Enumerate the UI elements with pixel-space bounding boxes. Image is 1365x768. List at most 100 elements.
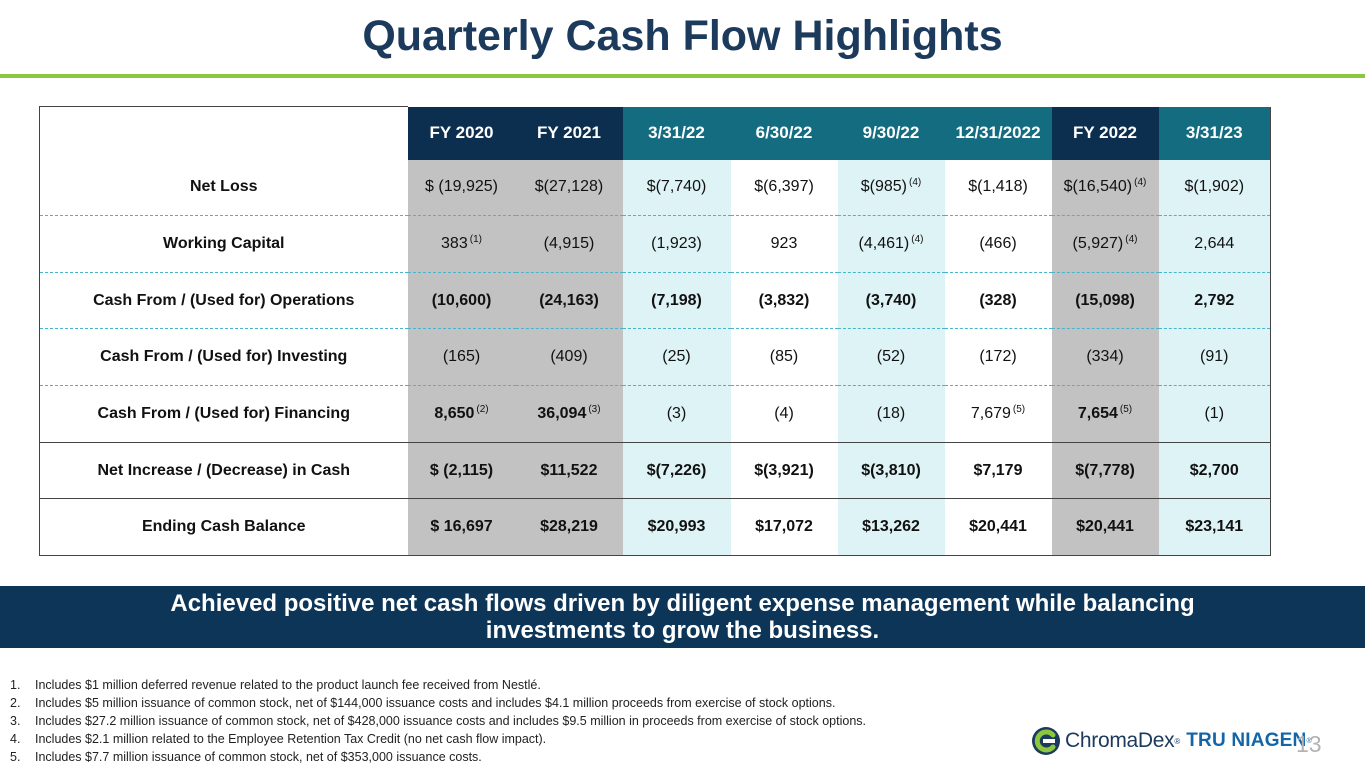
table-cell: (466) bbox=[944, 215, 1052, 273]
table-cell: 2,792 bbox=[1158, 272, 1271, 329]
table-cell: (172) bbox=[944, 328, 1052, 386]
table-cell: $(3,810) bbox=[837, 442, 945, 499]
table-cell: $(27,128) bbox=[515, 159, 623, 216]
cell-value: 8,650 bbox=[434, 405, 475, 422]
cell-value: $ (19,925) bbox=[425, 178, 498, 196]
cell-value: (7,198) bbox=[651, 291, 702, 309]
table-cell: (18) bbox=[837, 385, 945, 443]
registered-mark: ® bbox=[1306, 737, 1312, 745]
cell-value: (25) bbox=[662, 348, 691, 365]
table-cell: (25) bbox=[622, 328, 731, 386]
table-cell: $(6,397) bbox=[730, 159, 838, 216]
table-cell: (4,461) (4) bbox=[837, 215, 945, 273]
logo-brand-tru-niagen: TRU NIAGEN bbox=[1186, 730, 1307, 751]
table-cell: $ (2,115) bbox=[407, 442, 516, 499]
footnote-ref: (1) bbox=[469, 234, 482, 245]
row-label: Cash From / (Used for) Investing bbox=[39, 328, 408, 386]
table-row: Ending Cash Balance $ 16,697 $28,219 $20,99… bbox=[39, 498, 1271, 556]
col-header: FY 2021 bbox=[515, 106, 623, 160]
summary-banner: Achieved positive net cash flows driven … bbox=[0, 586, 1365, 648]
cell-value: 36,094 bbox=[537, 405, 587, 422]
footnote: 2. Includes $5 million issuance of common… bbox=[10, 694, 866, 712]
footnote-number: 5. bbox=[10, 750, 21, 764]
table-cell: $11,522 bbox=[515, 442, 623, 499]
col-header: 6/30/22 bbox=[730, 106, 838, 160]
cell-value: $20,441 bbox=[969, 518, 1027, 535]
cell-value: $17,072 bbox=[755, 518, 813, 535]
cell-value: (52) bbox=[876, 348, 906, 365]
table-cell: $17,072 bbox=[730, 498, 838, 556]
cell-value: $(1,902) bbox=[1184, 178, 1245, 196]
footnote-ref: (4) bbox=[911, 234, 924, 245]
footnote-text: Includes $1 million deferred revenue rel… bbox=[35, 678, 541, 692]
footnote-number: 4. bbox=[10, 732, 21, 746]
table-cell: (165) bbox=[407, 328, 516, 386]
cell-value: (172) bbox=[979, 348, 1017, 365]
row-label: Net Increase / (Decrease) in Cash bbox=[39, 442, 408, 499]
cell-value: 7,679 bbox=[970, 405, 1011, 422]
cell-value: $ 16,697 bbox=[430, 518, 493, 535]
table-cell: (5,927) (4) bbox=[1051, 215, 1159, 273]
title-divider bbox=[0, 74, 1365, 78]
cell-value: (1,923) bbox=[651, 235, 702, 252]
table-cell: $(7,740) bbox=[622, 159, 731, 216]
row-label: Ending Cash Balance bbox=[39, 498, 408, 556]
unit-label: (in thousands) bbox=[39, 106, 408, 160]
chromadex-mark-icon bbox=[1032, 727, 1060, 755]
cell-value: $(7,740) bbox=[646, 178, 707, 196]
footnote-ref: (4) bbox=[909, 177, 922, 189]
cell-value: $(27,128) bbox=[534, 178, 604, 196]
cell-value: $(7,778) bbox=[1075, 461, 1135, 479]
table-cell: (334) bbox=[1051, 328, 1159, 386]
table-cell: $20,993 bbox=[622, 498, 731, 556]
footnote: 5. Includes $7.7 million issuance of comm… bbox=[10, 748, 866, 766]
col-header: 9/30/22 bbox=[837, 106, 945, 160]
table-cell: $(1,902) bbox=[1158, 159, 1271, 216]
cell-value: (4) bbox=[774, 405, 794, 422]
table-cell: (3) bbox=[622, 385, 731, 443]
header-row: (in thousands) FY 2020 FY 2021 3/31/22 6… bbox=[39, 106, 1271, 160]
cell-value: (334) bbox=[1086, 348, 1124, 365]
cell-value: 2,644 bbox=[1194, 235, 1235, 252]
cash-flow-table: (in thousands) FY 2020 FY 2021 3/31/22 6… bbox=[39, 106, 1271, 556]
table-cell: $(7,226) bbox=[622, 442, 731, 499]
table-cell: (91) bbox=[1158, 328, 1271, 386]
table-cell: 36,094 (3) bbox=[515, 385, 623, 443]
table-cell: (7,198) bbox=[622, 272, 731, 329]
col-header: FY 2022 bbox=[1051, 106, 1159, 160]
cell-value: (328) bbox=[979, 291, 1017, 309]
cell-value: $28,219 bbox=[540, 518, 598, 535]
banner-line: Achieved positive net cash flows driven … bbox=[170, 590, 1195, 617]
table-cell: 2,644 bbox=[1158, 215, 1271, 273]
table-cell: $13,262 bbox=[837, 498, 945, 556]
table-cell: $20,441 bbox=[1051, 498, 1159, 556]
cell-value: $20,441 bbox=[1076, 518, 1134, 535]
footnote-ref: (3) bbox=[588, 404, 601, 415]
table-cell: $28,219 bbox=[515, 498, 623, 556]
table-cell: (15,098) bbox=[1051, 272, 1159, 329]
company-logo: ChromaDex ® TRU NIAGEN ® bbox=[1031, 725, 1312, 757]
cell-value: (4,461) bbox=[858, 235, 910, 252]
cell-value: $23,141 bbox=[1185, 518, 1244, 535]
footnote-number: 2. bbox=[10, 696, 21, 710]
banner-line: investments to grow the business. bbox=[485, 617, 880, 644]
cell-value: $7,179 bbox=[973, 461, 1023, 479]
cell-value: 383 bbox=[441, 235, 468, 252]
row-label: Working Capital bbox=[39, 215, 408, 273]
cell-value: $(3,810) bbox=[861, 461, 921, 479]
footnote-text: Includes $5 million issuance of common s… bbox=[35, 696, 836, 710]
footnote-text: Includes $7.7 million issuance of common… bbox=[35, 750, 482, 764]
table-cell: (1) bbox=[1158, 385, 1271, 443]
footnote: 1. Includes $1 million deferred revenue r… bbox=[10, 676, 866, 694]
table-row: Working Capital 383 (1) (4,915) (1,923) 923 (4… bbox=[39, 215, 1271, 273]
footnote-ref: (2) bbox=[476, 404, 489, 415]
footnote-ref: (5) bbox=[1012, 404, 1026, 415]
table-cell: $23,141 bbox=[1158, 498, 1271, 556]
row-label: Net Loss bbox=[39, 159, 408, 216]
footnote-ref: (4) bbox=[1134, 177, 1147, 189]
cell-value: (165) bbox=[442, 348, 481, 365]
page-number: 13 bbox=[1296, 731, 1322, 757]
footnote-number: 3. bbox=[10, 714, 21, 728]
cell-value: $(1,418) bbox=[968, 178, 1028, 196]
table-row: Net Loss $ (19,925) $(27,128) $(7,740) $(6,3… bbox=[39, 159, 1271, 216]
